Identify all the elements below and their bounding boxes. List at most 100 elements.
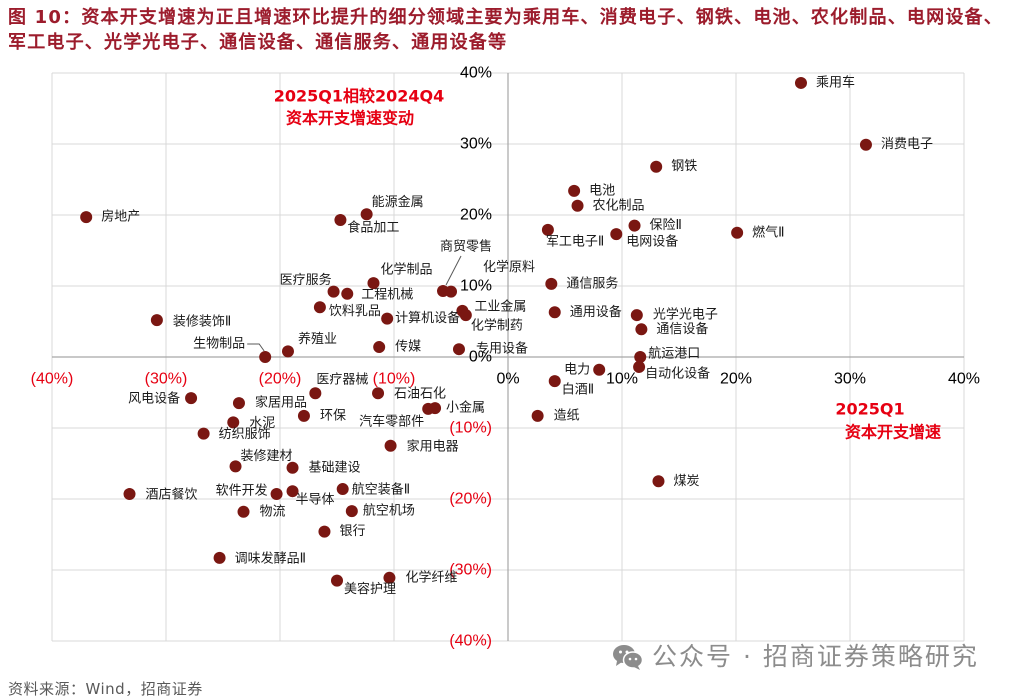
point-label: 家用电器 — [407, 438, 459, 454]
axes — [52, 73, 964, 641]
point-label: 基础建设 — [309, 460, 361, 475]
point-label: 酒店餐饮 — [146, 487, 198, 503]
data-point — [334, 213, 347, 226]
data-point — [548, 375, 561, 388]
point-label: 生物制品 — [193, 337, 245, 352]
figure-number: 图 10： — [8, 7, 82, 28]
data-point — [281, 345, 294, 358]
data-point — [150, 314, 163, 327]
point-label: 家居用品 — [255, 395, 307, 411]
data-point — [634, 351, 647, 363]
point-label: 半导体 — [296, 493, 335, 508]
point-label: 化学制药 — [471, 318, 523, 334]
point-label: 通用设备 — [570, 304, 622, 320]
data-point — [286, 485, 299, 498]
point-label: 养殖业 — [298, 331, 337, 347]
point-label: 煤炭 — [673, 474, 699, 489]
point-label: 白酒Ⅱ — [562, 382, 594, 398]
point-label: 消费电子 — [881, 137, 933, 152]
title-text-line-2: 军工电子、光学光电子、通信设备、通信服务、通用设备等 — [8, 32, 508, 53]
data-point — [259, 351, 272, 363]
y-tick-label: 40% — [460, 65, 492, 82]
data-point — [309, 387, 322, 400]
point-label: 医疗器械 — [316, 373, 368, 388]
data-point — [286, 461, 299, 474]
data-point — [459, 309, 472, 322]
point-label: 造纸 — [554, 408, 580, 423]
point-label: 航运港口 — [648, 346, 700, 362]
point-label: 银行 — [339, 524, 365, 539]
point-label: 电网设备 — [626, 234, 678, 250]
data-point — [197, 427, 210, 440]
point-label: 通信服务 — [566, 275, 618, 291]
data-point — [652, 475, 665, 488]
point-label: 风电设备 — [128, 391, 180, 407]
data-point — [630, 309, 643, 322]
point-label: 汽车零部件 — [359, 413, 424, 429]
x-axis-title-line-1: 2025Q1 — [835, 400, 904, 419]
point-label: 农化制品 — [593, 198, 645, 213]
data-point — [227, 416, 240, 429]
y-tick-label: (30%) — [449, 562, 492, 579]
point-label: 调味发酵品Ⅱ — [235, 550, 306, 566]
source-note: 资料来源：Wind，招商证券 — [8, 680, 203, 698]
data-point — [381, 312, 394, 325]
y-axis-title-line-2: 资本开支增速变动 — [286, 109, 414, 128]
watermark: 公众号 · 招商证券策略研究 — [612, 642, 979, 672]
data-points — [80, 76, 872, 587]
x-tick-label: 30% — [834, 371, 866, 388]
y-tick-label: (10%) — [449, 420, 492, 437]
title-line-1: 图 10：资本开支增速为正且增速环比提升的细分领域主要为乘用车、消费电子、钢铁、… — [8, 5, 1028, 30]
x-tick-label: 0% — [496, 371, 519, 388]
figure-title: 图 10：资本开支增速为正且增速环比提升的细分领域主要为乘用车、消费电子、钢铁、… — [8, 5, 1028, 55]
data-point — [123, 488, 136, 501]
data-point — [610, 228, 623, 241]
data-point — [445, 285, 457, 298]
point-label: 航空机场 — [363, 503, 415, 519]
y-tick-label: 30% — [460, 136, 492, 153]
point-label: 装修装饰Ⅱ — [173, 315, 231, 330]
data-point — [213, 551, 226, 564]
point-label: 电池 — [589, 183, 615, 198]
x-tick-label: 10% — [606, 371, 638, 388]
data-point — [80, 211, 93, 224]
data-point — [628, 219, 641, 232]
data-point — [429, 402, 442, 415]
leader-lines — [247, 255, 462, 352]
point-label: 计算机设备 — [395, 310, 460, 326]
y-tick-label: (40%) — [449, 633, 492, 650]
point-label: 传媒 — [395, 340, 421, 355]
y-tick-label: (20%) — [449, 491, 492, 508]
point-label: 工程机械 — [361, 287, 413, 302]
data-point — [318, 525, 331, 538]
point-label: 饮料乳品 — [329, 304, 381, 319]
watermark-text: 公众号 · 招商证券策略研究 — [652, 642, 979, 671]
data-point — [372, 387, 385, 400]
data-point — [373, 341, 386, 354]
point-label: 军工电子Ⅱ — [546, 234, 604, 249]
data-point — [229, 460, 242, 473]
data-point — [313, 301, 326, 314]
x-axis-title-line-2: 资本开支增速 — [845, 423, 941, 442]
x-tick-label: 20% — [720, 371, 752, 388]
data-point — [531, 409, 544, 422]
x-tick-label: (40%) — [31, 371, 74, 388]
tick-labels: (40%) (30%) (20%) (10%) 0% 10% 20% 30% 40% 40% 30%… — [31, 65, 980, 650]
y-axis-title-line-1: 2025Q1相较2024Q4 — [274, 87, 445, 106]
data-point — [593, 363, 606, 376]
point-label: 光学光电子 — [653, 307, 718, 323]
point-label: 医疗服务 — [280, 272, 332, 288]
point-label: 石油石化 — [394, 387, 446, 402]
data-point — [297, 409, 310, 422]
data-point — [545, 277, 558, 290]
x-tick-label: (20%) — [259, 371, 302, 388]
data-point — [232, 397, 245, 410]
point-label: 乘用车 — [816, 74, 855, 90]
data-point — [270, 488, 283, 501]
axis-titles: 2025Q1相较2024Q4 资本开支增速变动 2025Q1 资本开支增速 — [274, 87, 941, 442]
point-label: 食品加工 — [347, 219, 399, 235]
point-label: 燃气Ⅱ — [752, 224, 784, 240]
